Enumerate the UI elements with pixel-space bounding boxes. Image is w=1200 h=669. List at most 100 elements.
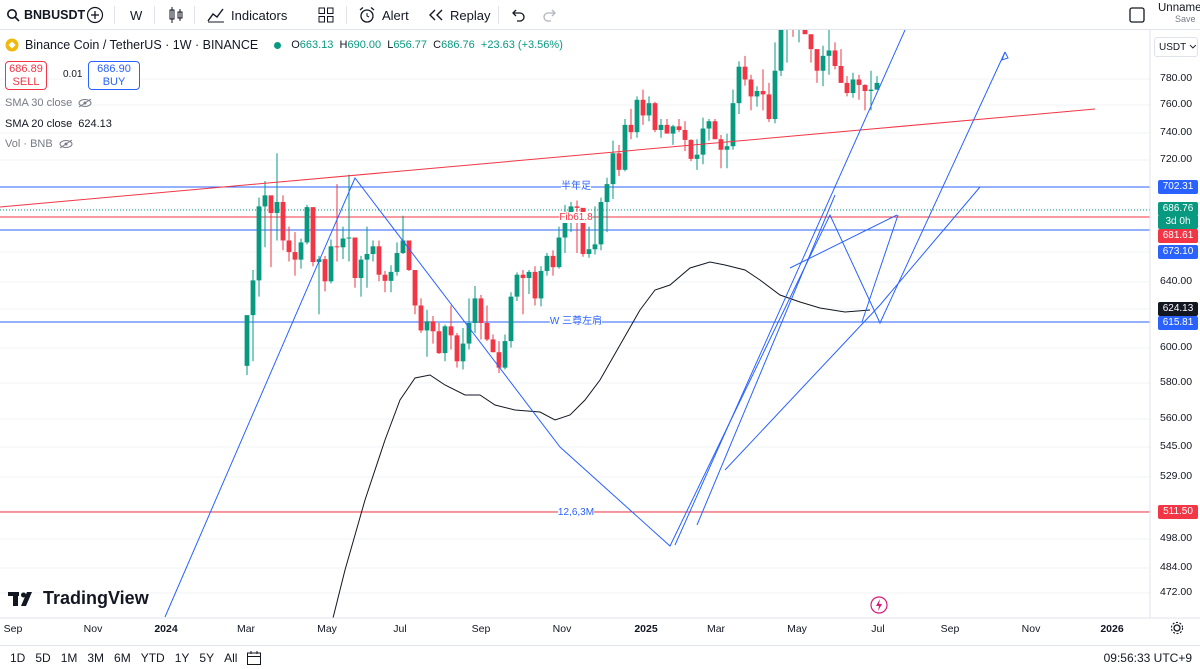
indicator-sma30[interactable]: SMA 30 close <box>5 97 92 109</box>
time-axis-label: Nov <box>552 623 572 635</box>
time-axis-label: May <box>787 623 807 635</box>
candles-icon <box>169 7 183 23</box>
range-button-1d[interactable]: 1D <box>10 650 26 665</box>
interval-label: W <box>130 7 143 23</box>
indicator-value: 624.13 <box>78 118 112 130</box>
candle-body <box>250 280 256 316</box>
range-button-6m[interactable]: 6M <box>114 650 131 665</box>
fullscreen-button[interactable] <box>1128 4 1146 26</box>
range-buttons: 1D 5D 1M 3M 6M YTD 1Y 5Y All <box>10 651 237 665</box>
undo-button[interactable] <box>510 4 526 26</box>
range-button-ytd[interactable]: YTD <box>140 650 165 665</box>
alert-label: Alert <box>382 7 409 23</box>
time-axis-label: Mar <box>236 623 256 635</box>
price-axis-label: 498.00 <box>1160 532 1193 544</box>
calendar-icon[interactable] <box>246 650 262 666</box>
tradingview-logo[interactable]: TradingView <box>8 588 149 609</box>
candle-body <box>778 30 784 71</box>
currency-selector[interactable]: USDT <box>1154 37 1198 57</box>
symbol-title[interactable]: Binance Coin / TetherUS · 1W · BINANCE <box>25 38 259 52</box>
eye-hidden-icon[interactable] <box>59 139 73 149</box>
gear-icon[interactable] <box>1170 621 1184 635</box>
redo-icon <box>543 9 556 22</box>
time-axis-label: 2026 <box>1100 623 1124 635</box>
range-button-1m[interactable]: 1M <box>60 650 78 665</box>
lightning-icon[interactable] <box>870 596 888 614</box>
drawings <box>0 30 1096 618</box>
candle-body <box>766 94 772 120</box>
candle-body <box>802 30 808 35</box>
time-axis-label: May <box>317 623 337 635</box>
candle-body <box>826 50 832 56</box>
price-tag: 681.61 <box>1158 229 1198 243</box>
symbol-label: BNBUSDT <box>24 8 86 22</box>
brand-name: TradingView <box>43 588 149 608</box>
range-button-3m[interactable]: 3M <box>87 650 105 665</box>
layout-save-button[interactable]: Unname Save <box>1158 3 1200 25</box>
channel-line-mid <box>696 194 836 526</box>
price-tag: 615.81 <box>1158 316 1198 330</box>
symbol-search[interactable]: BNBUSDT <box>6 4 85 26</box>
candle-body <box>718 139 724 150</box>
sma20-line <box>332 261 871 619</box>
candle-body <box>520 274 526 279</box>
candle-body <box>814 49 820 71</box>
sell-button[interactable]: 686.89 SELL <box>5 61 47 90</box>
price-axis-label: 600.00 <box>1160 341 1193 353</box>
candle-body <box>268 195 274 213</box>
candle-body <box>808 34 814 50</box>
time-axis-label: Jul <box>871 623 885 635</box>
range-button-all[interactable]: All <box>224 650 238 665</box>
chart-canvas[interactable] <box>0 30 1200 645</box>
candle-body <box>322 259 328 282</box>
time-axis-label: Nov <box>83 623 103 635</box>
compare-symbol-button[interactable] <box>86 4 104 26</box>
buy-button[interactable]: 686.90 BUY <box>88 61 140 90</box>
candle-body <box>496 352 502 368</box>
candle-body <box>436 331 442 354</box>
candle-body <box>526 271 532 279</box>
candle-body <box>712 121 718 140</box>
candle-body <box>478 298 484 324</box>
indicators-button[interactable]: Indicators <box>207 4 287 26</box>
candle-body <box>304 207 310 243</box>
price-axis-label: 640.00 <box>1160 275 1193 287</box>
candle-body <box>706 121 712 129</box>
redo-button[interactable] <box>542 4 558 26</box>
candle-body <box>538 270 544 299</box>
toolbar-divider <box>114 6 115 24</box>
candle-body <box>334 246 340 248</box>
chart-grid <box>0 78 1150 594</box>
range-button-1y[interactable]: 1Y <box>174 650 190 665</box>
replay-button[interactable]: Replay <box>428 4 490 26</box>
range-button-5y[interactable]: 5Y <box>199 650 215 665</box>
time-axis-label: 2024 <box>154 623 178 635</box>
price-axis-label: 472.00 <box>1160 586 1193 598</box>
clock[interactable]: 09:56:33 UTC+9 <box>1103 650 1192 665</box>
price-axis-label: 484.00 <box>1160 561 1193 573</box>
candle-body <box>670 126 676 134</box>
alert-button[interactable]: Alert <box>358 4 409 26</box>
interval-button[interactable]: W <box>130 4 142 26</box>
candle-body <box>370 246 376 254</box>
candle-body <box>274 201 280 213</box>
save-label: Save <box>1175 14 1196 24</box>
candle-body <box>352 237 358 279</box>
hline-label-half-year: 半年足 <box>561 181 591 192</box>
range-button-5d[interactable]: 5D <box>35 650 51 665</box>
candle-body <box>400 240 406 254</box>
price-axis-label: 560.00 <box>1160 412 1193 424</box>
candle-body <box>430 321 436 332</box>
eye-hidden-icon[interactable] <box>78 98 92 108</box>
grid-icon <box>318 7 334 23</box>
layouts-button[interactable] <box>318 4 334 26</box>
candle-body <box>472 298 478 324</box>
replay-label: Replay <box>450 7 491 23</box>
indicator-volume[interactable]: Vol · BNB <box>5 138 73 150</box>
candle-body <box>616 153 622 170</box>
arrow-head <box>1001 51 1009 61</box>
candle-body <box>700 128 706 155</box>
indicator-sma20[interactable]: SMA 20 close 624.13 <box>5 118 112 130</box>
price-axis-label: 529.00 <box>1160 470 1193 482</box>
chart-type-button[interactable] <box>168 4 184 26</box>
